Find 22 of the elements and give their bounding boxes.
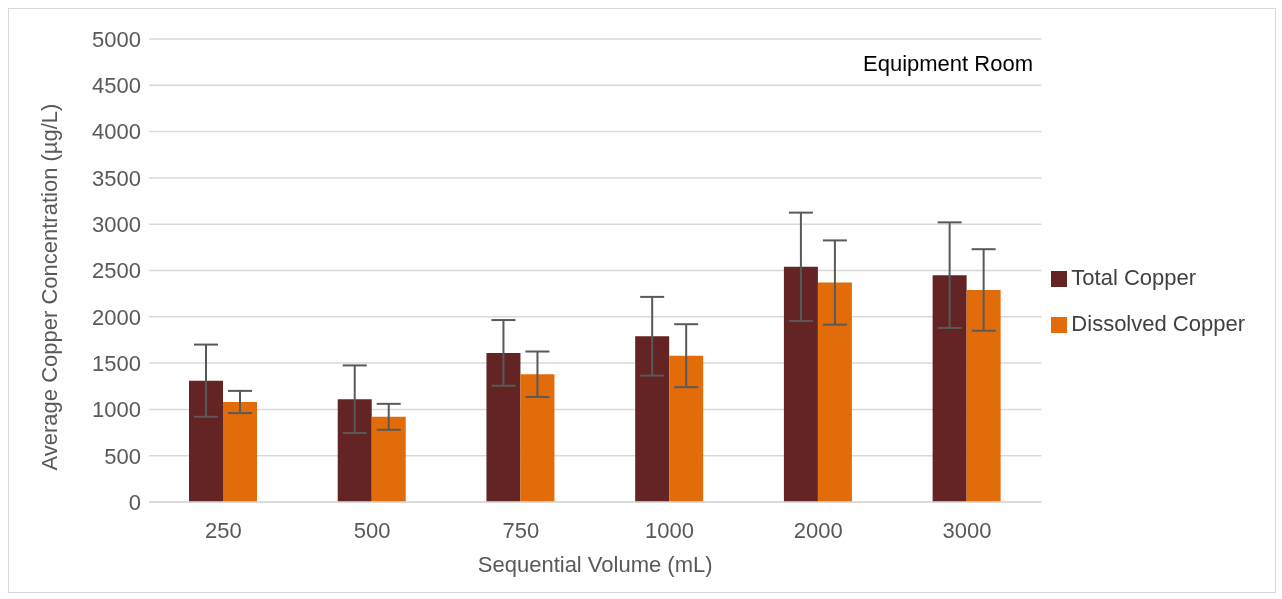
y-tick-label: 2000 bbox=[92, 304, 141, 330]
y-tick-label: 4500 bbox=[92, 73, 141, 99]
y-axis-title: Average Copper Concentration (µg/L) bbox=[36, 103, 62, 471]
x-axis-title: Sequential Volume (mL) bbox=[477, 552, 713, 577]
y-tick-label: 3500 bbox=[92, 165, 141, 191]
y-tick-label: 0 bbox=[128, 489, 141, 515]
y-tick-label: 4000 bbox=[92, 119, 141, 145]
y-tick-label: 2500 bbox=[92, 258, 141, 284]
y-tick-label: 500 bbox=[104, 443, 141, 469]
x-tick-label: 1000 bbox=[645, 517, 695, 543]
x-tick-label: 2000 bbox=[793, 517, 843, 543]
x-tick-label: 250 bbox=[205, 517, 242, 543]
y-tick-label: 3000 bbox=[92, 212, 141, 238]
legend-label: Total Copper bbox=[1071, 264, 1197, 290]
x-tick-label: 3000 bbox=[942, 517, 992, 543]
x-tick-label: 750 bbox=[502, 517, 540, 543]
y-tick-label: 1000 bbox=[92, 397, 141, 423]
y-tick-label: 5000 bbox=[92, 26, 141, 52]
y-tick-label: 1500 bbox=[92, 350, 141, 376]
text: Equipment Room bbox=[862, 51, 1033, 77]
x-tick-label: 500 bbox=[353, 517, 391, 543]
legend-label: Dissolved Copper bbox=[1071, 310, 1245, 336]
